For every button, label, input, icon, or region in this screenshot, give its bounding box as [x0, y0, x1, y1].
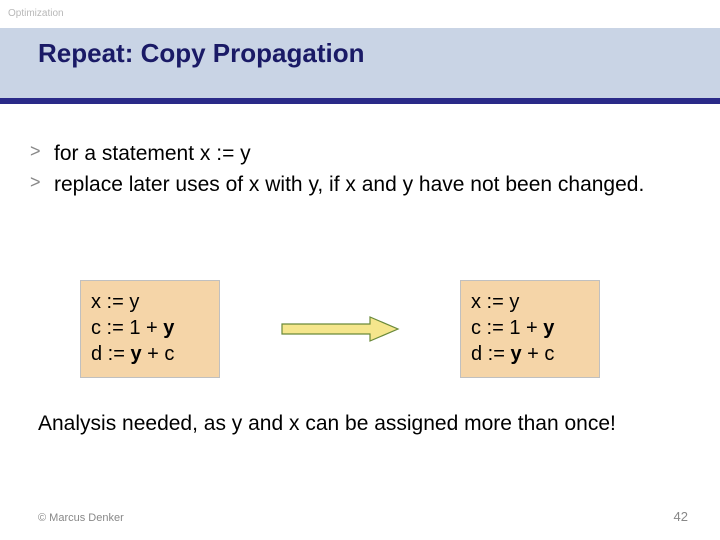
bullet-marker: > — [30, 140, 54, 163]
code-line: c := 1 + y — [471, 315, 583, 341]
page-title: Repeat: Copy Propagation — [38, 38, 364, 69]
list-item: > replace later uses of x with y, if x a… — [30, 171, 690, 198]
title-underline — [0, 98, 720, 104]
analysis-note: Analysis needed, as y and x can be assig… — [38, 410, 678, 437]
arrow-shape — [282, 317, 398, 341]
list-item: > for a statement x := y — [30, 140, 690, 167]
title-bar: Repeat: Copy Propagation — [0, 28, 720, 104]
arrow-icon — [280, 314, 400, 344]
page-number: 42 — [674, 509, 688, 524]
code-line: d := y + c — [91, 341, 203, 367]
code-transformation-row: x := y c := 1 + y d := y + c x := y c :=… — [0, 280, 720, 378]
code-line: d := y + c — [471, 341, 583, 367]
topic-label: Optimization — [8, 8, 64, 19]
code-box-after: x := y c := 1 + y d := y + c — [460, 280, 600, 378]
bullet-text: for a statement x := y — [54, 140, 251, 167]
bullet-marker: > — [30, 171, 54, 194]
bullet-list: > for a statement x := y > replace later… — [30, 140, 690, 203]
bullet-text: replace later uses of x with y, if x and… — [54, 171, 644, 198]
code-line: c := 1 + y — [91, 315, 203, 341]
code-line: x := y — [471, 289, 583, 315]
footer-copyright: © Marcus Denker — [38, 512, 124, 524]
code-line: x := y — [91, 289, 203, 315]
code-box-before: x := y c := 1 + y d := y + c — [80, 280, 220, 378]
